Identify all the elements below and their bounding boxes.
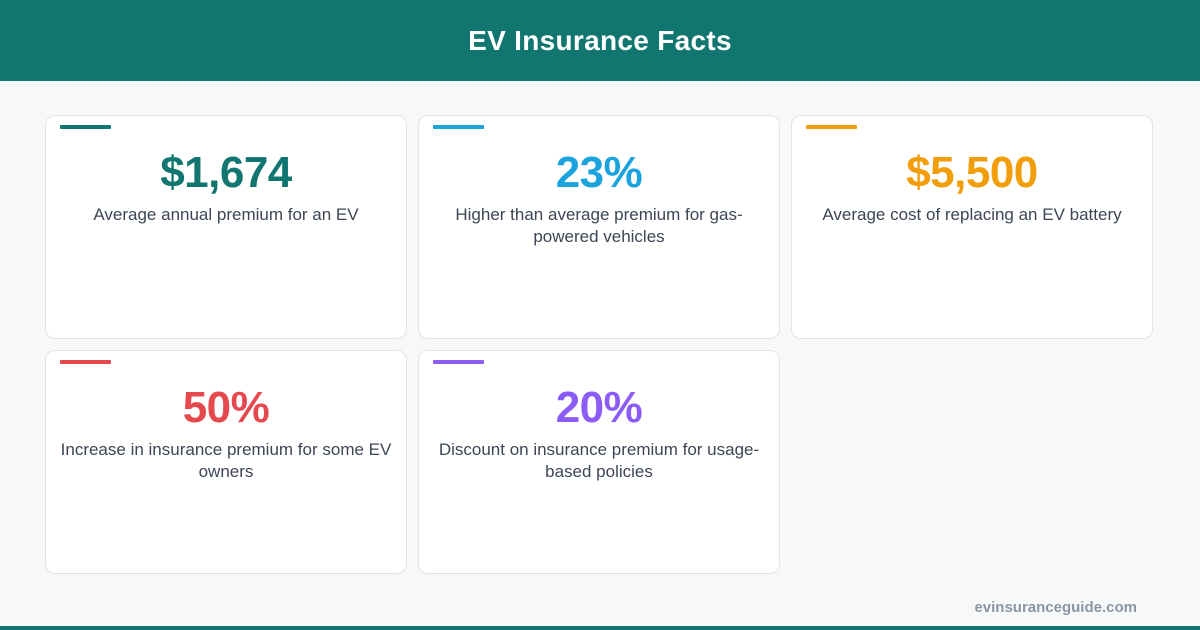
- card-accent-bar: [433, 125, 484, 129]
- stat-card: 20% Discount on insurance premium for us…: [418, 350, 780, 574]
- header-banner: EV Insurance Facts: [0, 0, 1200, 81]
- stat-value: $1,674: [160, 148, 292, 197]
- stat-description: Increase in insurance premium for some E…: [60, 440, 392, 481]
- footer-website-label: evinsuranceguide.com: [974, 599, 1137, 616]
- card-accent-bar: [806, 125, 857, 129]
- stat-card: 23% Higher than average premium for gas-…: [418, 115, 780, 339]
- card-accent-bar: [433, 360, 484, 364]
- card-accent-bar: [60, 125, 111, 129]
- card-accent-bar: [60, 360, 111, 364]
- stat-value: 20%: [555, 383, 643, 432]
- stat-description: Average annual premium for an EV: [93, 205, 359, 224]
- stat-card: 50% Increase in insurance premium for so…: [45, 350, 407, 574]
- stat-value: $5,500: [906, 148, 1038, 197]
- stat-description: Average cost of replacing an EV battery: [822, 205, 1122, 224]
- stat-card: $1,674 Average annual premium for an EV: [45, 115, 407, 339]
- stat-description: Higher than average premium for gas-powe…: [455, 205, 743, 246]
- page-title: EV Insurance Facts: [468, 24, 732, 56]
- stat-value: 23%: [555, 148, 643, 197]
- stat-description: Discount on insurance premium for usage-…: [438, 440, 760, 481]
- stat-card: $5,500 Average cost of replacing an EV b…: [791, 115, 1153, 339]
- footer-divider: [0, 626, 1200, 630]
- stat-value: 50%: [182, 383, 270, 432]
